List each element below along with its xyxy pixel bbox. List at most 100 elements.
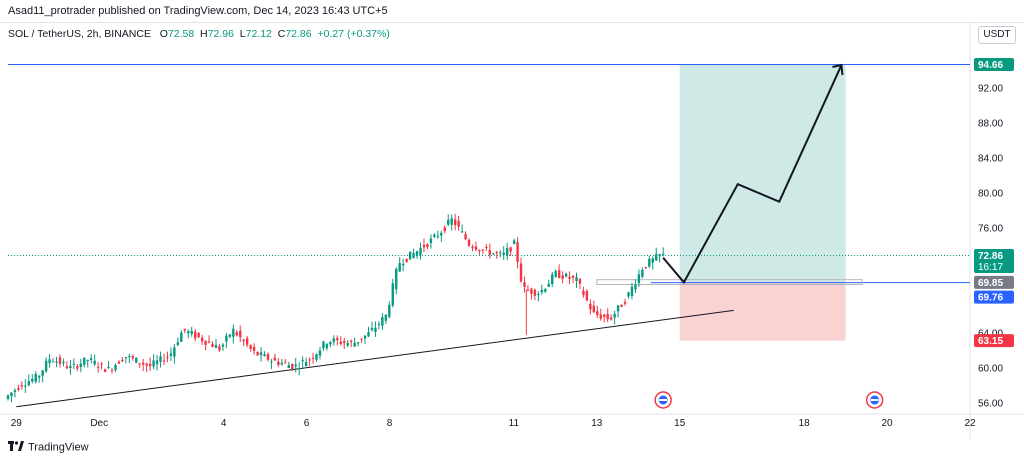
candle-body	[360, 338, 363, 340]
candle-body	[422, 244, 426, 248]
candle-body	[315, 354, 318, 360]
candle-body	[311, 357, 315, 359]
candle-body	[270, 361, 273, 363]
low-label: L	[239, 28, 246, 40]
candle-body	[367, 332, 370, 337]
candle-body	[381, 317, 384, 326]
candle-body	[589, 303, 592, 310]
candle-body	[648, 258, 651, 267]
candle-body	[135, 357, 138, 363]
price-label-bg	[974, 275, 1014, 289]
candle-body	[228, 334, 232, 337]
candle-body	[89, 358, 93, 360]
candle-body	[24, 385, 27, 387]
candle-body	[457, 220, 460, 227]
candle-body	[252, 346, 256, 351]
candle-body	[571, 275, 575, 278]
entry-box[interactable]	[596, 279, 863, 286]
candle-body	[301, 360, 304, 362]
y-tick-label: 84.00	[978, 153, 1003, 164]
candle-body	[433, 234, 436, 237]
candle-body	[100, 363, 103, 365]
candle-body	[235, 332, 238, 336]
candle-body	[575, 277, 578, 282]
candle-body	[505, 248, 509, 256]
symbol-legend[interactable]: SOL / TetherUS, 2h, BINANCE O72.58 H72.9…	[8, 28, 390, 40]
candle-body	[499, 252, 502, 254]
candle-body	[349, 340, 353, 342]
y-tick-label: 88.00	[978, 118, 1003, 129]
candle-body	[408, 251, 412, 260]
publisher-info: Asad11_protrader published on TradingVie…	[8, 5, 388, 17]
x-tick-label: 18	[799, 418, 811, 429]
y-tick-label: 56.00	[978, 399, 1003, 410]
x-tick-label: 11	[509, 418, 520, 429]
candle-body	[415, 251, 419, 256]
candle-body	[467, 239, 471, 246]
candle-body	[443, 227, 446, 232]
candle-body	[429, 238, 433, 244]
candle-body	[582, 290, 585, 296]
candle-body	[155, 360, 159, 365]
support-trendline[interactable]	[16, 309, 734, 408]
x-tick-label: 20	[882, 418, 894, 429]
candle-body	[419, 247, 422, 255]
symbol-name[interactable]: SOL / TetherUS, 2h, BINANCE	[8, 28, 151, 40]
close-value: 72.86	[285, 28, 312, 40]
candle-body	[277, 361, 280, 365]
candle-body	[256, 351, 259, 356]
candle-body	[325, 344, 329, 349]
candle-body	[526, 289, 530, 291]
candle-body	[564, 273, 568, 277]
candle-body	[79, 363, 82, 368]
currency-selector[interactable]: USDT	[978, 26, 1016, 44]
candle-body	[117, 361, 121, 364]
candle-body	[578, 279, 582, 284]
y-tick-label: 80.00	[978, 188, 1003, 199]
candle-body	[124, 357, 128, 359]
candle-body	[204, 340, 207, 345]
candle-body	[450, 218, 453, 225]
loss-zone[interactable]	[679, 281, 846, 341]
x-tick-label: 13	[591, 418, 603, 429]
profit-zone[interactable]	[679, 64, 846, 282]
candle-body	[596, 311, 599, 316]
candle-body	[651, 258, 654, 263]
candle-body	[492, 253, 495, 255]
candle-body	[557, 270, 561, 278]
x-tick-label: Dec	[90, 418, 108, 429]
candle-body	[481, 249, 485, 251]
candle-body	[245, 338, 249, 345]
candle-body	[641, 269, 644, 277]
candle-body	[207, 341, 211, 343]
candle-body	[634, 284, 637, 290]
candle-body	[249, 345, 252, 349]
candle-body	[606, 313, 609, 320]
price-label-bg	[974, 249, 1014, 274]
candle-body	[152, 360, 155, 367]
y-tick-label: 76.00	[978, 224, 1003, 235]
candle-body	[263, 354, 266, 357]
candle-body	[13, 390, 17, 392]
candle-body	[291, 363, 294, 369]
candle-body	[308, 359, 311, 361]
candle-body	[436, 236, 440, 238]
top-bar: Asad11_protrader published on TradingVie…	[0, 0, 1024, 22]
candle-body	[173, 347, 176, 357]
candle-body	[65, 366, 69, 369]
x-tick-label: 6	[304, 418, 310, 429]
projection-path[interactable]	[662, 64, 843, 285]
candle-body	[62, 361, 65, 364]
candle-body	[405, 258, 408, 262]
candle-body	[131, 356, 134, 359]
candle-body	[162, 360, 166, 362]
candle-body	[55, 361, 58, 363]
candle-body	[259, 352, 263, 356]
candle-body	[332, 338, 336, 342]
candle-body	[225, 335, 228, 342]
candle-body	[540, 289, 544, 293]
candle-body	[388, 304, 391, 317]
projection-arrowhead[interactable]	[832, 63, 844, 76]
candle-body	[391, 283, 394, 306]
